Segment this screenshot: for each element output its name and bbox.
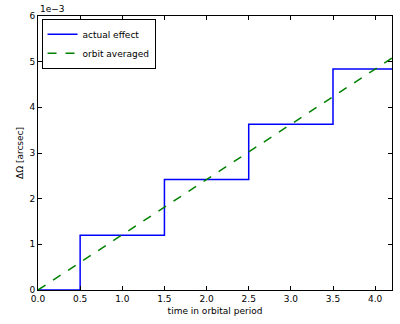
svg-text:0.5: 0.5 xyxy=(73,294,87,304)
svg-text:3.0: 3.0 xyxy=(284,294,299,304)
svg-text:1e−3: 1e−3 xyxy=(40,4,65,14)
svg-text:4.0: 4.0 xyxy=(368,294,383,304)
svg-text:2.0: 2.0 xyxy=(199,294,214,304)
svg-text:6: 6 xyxy=(29,11,35,21)
svg-text:1.0: 1.0 xyxy=(115,294,130,304)
svg-text:5: 5 xyxy=(29,57,35,67)
svg-text:0: 0 xyxy=(29,285,35,295)
svg-text:actual effect: actual effect xyxy=(83,30,140,40)
svg-text:orbit averaged: orbit averaged xyxy=(83,49,149,59)
svg-text:4: 4 xyxy=(29,102,35,112)
svg-text:ΔΩ [arcsec]: ΔΩ [arcsec] xyxy=(15,127,25,179)
svg-text:2.5: 2.5 xyxy=(242,294,256,304)
svg-text:time in orbital period: time in orbital period xyxy=(168,306,263,316)
svg-text:2: 2 xyxy=(29,194,35,204)
svg-text:3.5: 3.5 xyxy=(326,294,340,304)
svg-text:3: 3 xyxy=(29,148,35,158)
svg-text:1.5: 1.5 xyxy=(157,294,171,304)
svg-text:1: 1 xyxy=(29,239,35,249)
svg-text:0.0: 0.0 xyxy=(31,294,46,304)
